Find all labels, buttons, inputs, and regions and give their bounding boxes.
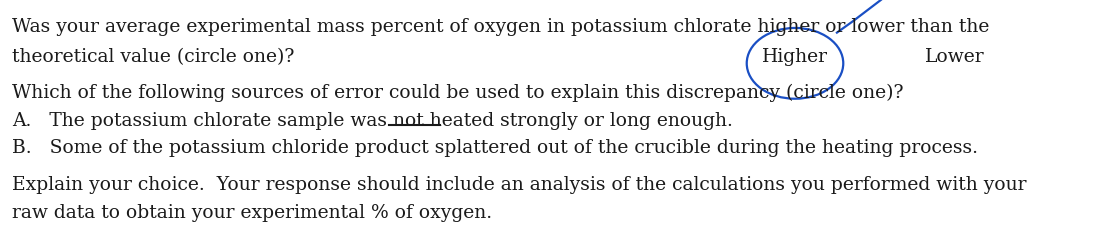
Text: Which of the following sources of error could be used to explain this discrepanc: Which of the following sources of error … — [12, 84, 904, 102]
Text: Explain your choice.  Your response should include an analysis of the calculatio: Explain your choice. Your response shoul… — [12, 176, 1027, 194]
Text: raw data to obtain your experimental % of oxygen.: raw data to obtain your experimental % o… — [12, 204, 493, 222]
Text: Which of the following sources of error: Which of the following sources of error — [12, 202, 389, 220]
Text: theoretical value (circle one)?: theoretical value (circle one)? — [12, 48, 294, 66]
Text: Higher: Higher — [762, 48, 828, 66]
Text: Was your average experimental mass percent of oxygen in potassium chlorate highe: Was your average experimental mass perce… — [12, 18, 989, 36]
Text: Which of the following sources of error could: Which of the following sources of error … — [12, 202, 440, 220]
Text: Lower: Lower — [925, 48, 985, 66]
Text: A.   The potassium chlorate sample was not heated strongly or long enough.: A. The potassium chlorate sample was not… — [12, 112, 733, 130]
Text: B.   Some of the potassium chloride product splattered out of the crucible durin: B. Some of the potassium chloride produc… — [12, 139, 979, 157]
